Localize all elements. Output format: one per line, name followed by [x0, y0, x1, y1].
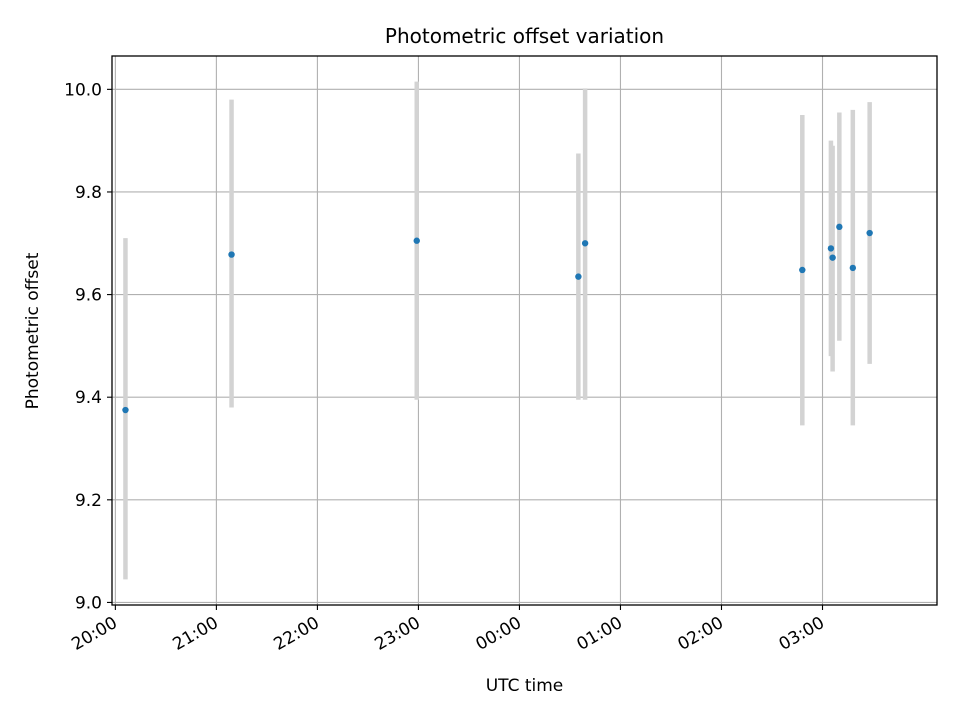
data-point — [836, 223, 843, 231]
data-point — [799, 266, 806, 274]
y-tick-label: 10.0 — [64, 80, 102, 100]
data-point — [829, 254, 836, 261]
data-point — [228, 251, 235, 258]
chart-title: Photometric offset variation — [385, 24, 664, 48]
data-point — [827, 245, 835, 252]
data-point — [575, 273, 582, 280]
data-point — [581, 240, 589, 247]
y-tick-label: 9.6 — [75, 286, 102, 306]
data-point — [122, 406, 129, 414]
y-tick-label: 9.8 — [75, 183, 102, 203]
y-tick-label: 9.4 — [75, 388, 102, 408]
grid-lines — [112, 56, 937, 605]
x-axis-label: UTC time — [486, 676, 564, 696]
y-axis-ticks: 9.0 9.2 9.4 9.6 9.8 10.0 — [64, 80, 112, 613]
plot-area-frame — [111, 55, 938, 606]
y-axis-label: Photometric offset — [23, 252, 43, 409]
data-points — [122, 223, 873, 414]
data-point — [413, 237, 420, 244]
y-tick-label: 9.2 — [75, 491, 102, 511]
data-point — [866, 229, 873, 237]
data-point — [849, 264, 857, 272]
y-tick-label: 9.0 — [75, 593, 102, 613]
